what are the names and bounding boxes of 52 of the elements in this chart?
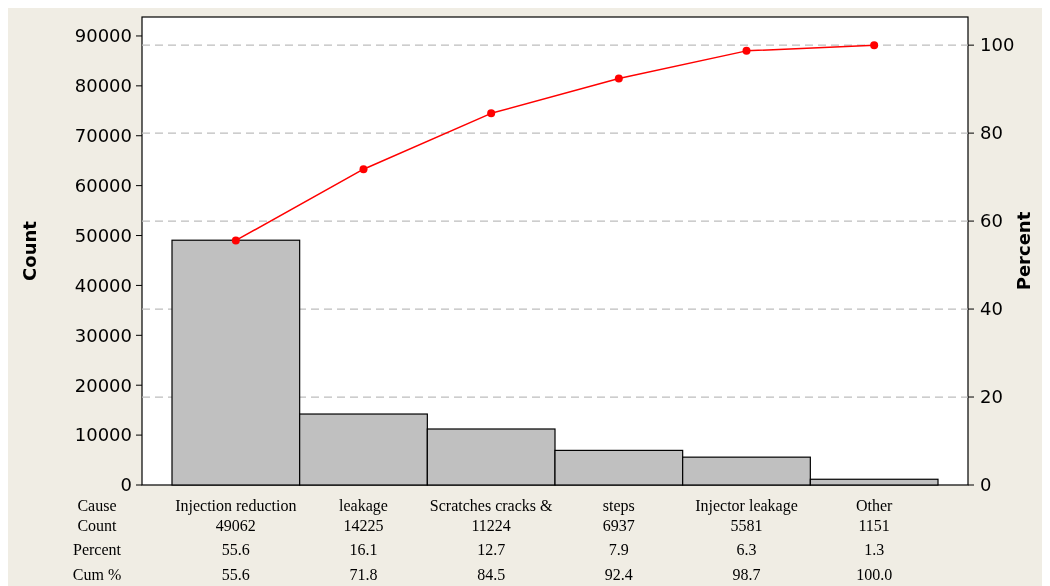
- point: [487, 109, 496, 118]
- y-tick-label: 50000: [74, 224, 132, 246]
- data-label: 6937: [602, 516, 635, 534]
- text: 7.9: [608, 540, 629, 558]
- y2-tick-label: 40: [980, 298, 1003, 320]
- data-label: 14225: [343, 516, 384, 534]
- y-tick-label: 0: [120, 474, 132, 496]
- y2-axis-title: Percent: [1013, 211, 1034, 291]
- text: 12.7: [477, 540, 506, 558]
- x-tick-label: Injection reduction: [175, 496, 297, 515]
- point: [231, 236, 240, 245]
- y-tick-label: 80000: [74, 75, 132, 97]
- data-label: 1151: [858, 516, 890, 534]
- x-tick-label: Scratches cracks &: [429, 496, 554, 514]
- data-label: 98.7: [732, 565, 761, 583]
- point: [742, 46, 751, 55]
- text: Percent: [73, 540, 122, 558]
- x-axis-title: Cause: [77, 496, 117, 514]
- y-tick-label: 30000: [74, 324, 132, 346]
- point: [870, 41, 879, 50]
- y2-tick-label: 0: [980, 474, 992, 496]
- text: 1.3: [864, 540, 885, 558]
- y2-tick-label: 80: [980, 122, 1003, 144]
- y2-tick-label: 60: [980, 210, 1003, 232]
- data-label: 71.8: [349, 565, 378, 583]
- point: [614, 74, 623, 83]
- data-label: 5581: [730, 516, 763, 534]
- data-label: 100.0: [856, 565, 893, 583]
- y-tick-label: 60000: [74, 174, 132, 196]
- data-label: 11224: [471, 516, 511, 534]
- y-tick-label: 90000: [74, 25, 132, 47]
- x-tick-label: Other: [855, 496, 894, 514]
- text: 6.3: [736, 540, 757, 558]
- x-tick-label: Injector leakage: [695, 496, 798, 515]
- x-tick-label: leakage: [339, 496, 388, 515]
- data-label: 84.5: [477, 565, 506, 583]
- data-label: 92.4: [604, 565, 633, 583]
- y-tick-label: 20000: [74, 374, 132, 396]
- text: Count: [77, 516, 118, 534]
- y-tick-label: 10000: [74, 424, 132, 446]
- y2-tick-label: 20: [980, 386, 1003, 408]
- data-label: 49062: [215, 516, 256, 534]
- y-tick-label: 40000: [74, 274, 132, 296]
- text: 16.1: [349, 540, 378, 558]
- x-tick-label: steps: [602, 496, 635, 515]
- y-axis-title: Count: [19, 220, 40, 281]
- point: [359, 165, 368, 174]
- data-label: 55.6: [221, 565, 250, 583]
- y-tick-label: 70000: [74, 125, 132, 147]
- y2-tick-label: 100: [980, 34, 1015, 56]
- text: Cum %: [72, 565, 122, 583]
- text: 55.6: [221, 540, 250, 558]
